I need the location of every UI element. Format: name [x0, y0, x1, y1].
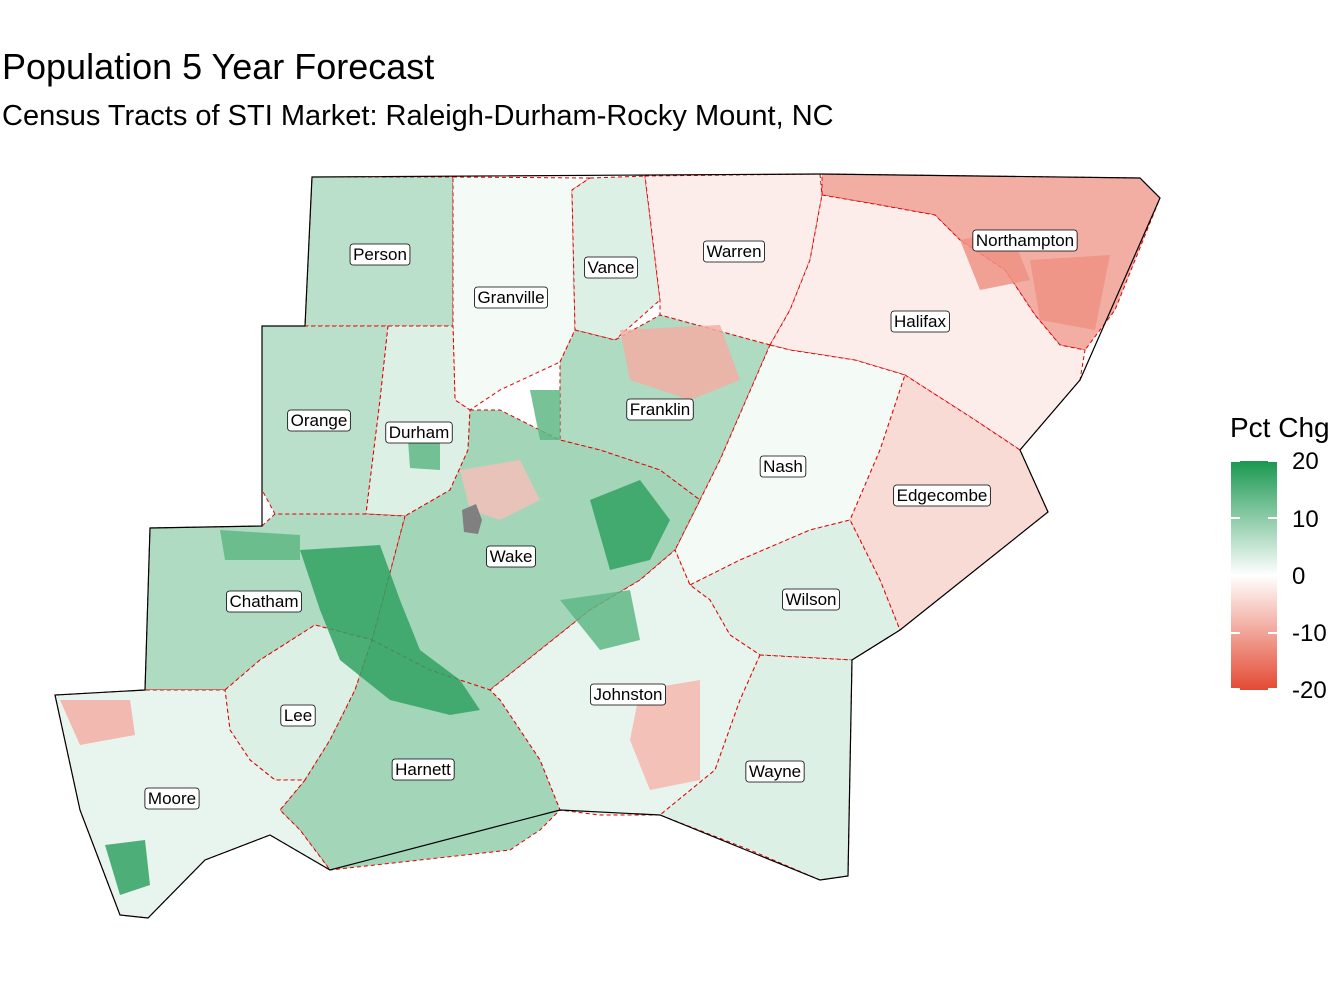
county-label-wilson: Wilson [782, 588, 840, 611]
county-label-vance: Vance [584, 256, 638, 279]
tract-shading [560, 590, 640, 650]
county-label-text: Lee [284, 706, 312, 725]
county-label-chatham: Chatham [226, 590, 302, 613]
legend-tick-10: 10 [1292, 506, 1319, 533]
tract-shading [530, 390, 560, 440]
county-label-edgecombe: Edgecombe [893, 484, 991, 507]
map-subtitle: Census Tracts of STI Market: Raleigh-Dur… [2, 100, 834, 132]
county-label-text: Chatham [230, 592, 299, 611]
county-label-text: Moore [148, 789, 196, 808]
county-label-text: Wake [490, 547, 533, 566]
county-label-halifax: Halifax [890, 310, 950, 333]
county-label-text: Nash [763, 457, 803, 476]
county-label-lee: Lee [280, 704, 316, 727]
county-label-text: Durham [389, 423, 449, 442]
legend-color-bar [1231, 461, 1277, 690]
tract-shading [105, 840, 150, 895]
region-outline [54, 173, 1161, 919]
county-area-harnett [279, 639, 561, 871]
county-label-text: Orange [291, 411, 348, 430]
county-label-text: Franklin [630, 400, 690, 419]
legend-tick-0: 0 [1292, 563, 1306, 590]
county-label-wayne: Wayne [745, 760, 805, 783]
tract-shading [620, 325, 740, 400]
county-label-text: Halifax [894, 312, 946, 331]
county-label-text: Edgecombe [897, 486, 988, 505]
county-label-text: Harnett [395, 760, 451, 779]
county-label-text: Person [353, 245, 407, 264]
county-label-franklin: Franklin [626, 398, 694, 421]
county-label-text: Wayne [749, 762, 801, 781]
county-label-text: Granville [477, 288, 544, 307]
county-label-nash: Nash [759, 455, 807, 478]
county-label-moore: Moore [144, 787, 200, 810]
county-area-wake [371, 409, 701, 691]
tract-shading [408, 440, 440, 470]
county-label-northampton: Northampton [972, 229, 1078, 252]
tract-shading [60, 700, 135, 745]
county-label-text: Vance [588, 258, 635, 277]
tract-shading [1030, 255, 1110, 330]
county-label-granville: Granville [474, 286, 548, 309]
map-title: Population 5 Year Forecast [2, 46, 435, 87]
tract-shading [590, 480, 670, 570]
county-label-text: Johnston [594, 685, 663, 704]
county-label-person: Person [349, 243, 411, 266]
county-label-durham: Durham [385, 421, 453, 444]
county-label-text: Wilson [785, 590, 836, 609]
county-label-text: Northampton [976, 231, 1074, 250]
tract-shading [630, 680, 700, 790]
county-label-text: Warren [706, 242, 761, 261]
tract-shading [300, 545, 480, 715]
county-label-warren: Warren [703, 240, 765, 263]
county-label-orange: Orange [287, 409, 351, 432]
legend-tick-neg20: -20 [1292, 677, 1327, 704]
legend-tick-neg10: -10 [1292, 620, 1327, 647]
tract-missing-data [462, 504, 482, 534]
tract-shading [220, 530, 300, 560]
county-label-johnston: Johnston [590, 683, 666, 706]
tract-shading [460, 460, 540, 520]
legend-tick-20: 20 [1292, 448, 1319, 475]
legend-title: Pct Chg [1230, 412, 1330, 443]
county-label-harnett: Harnett [391, 758, 455, 781]
county-label-wake: Wake [486, 545, 536, 568]
